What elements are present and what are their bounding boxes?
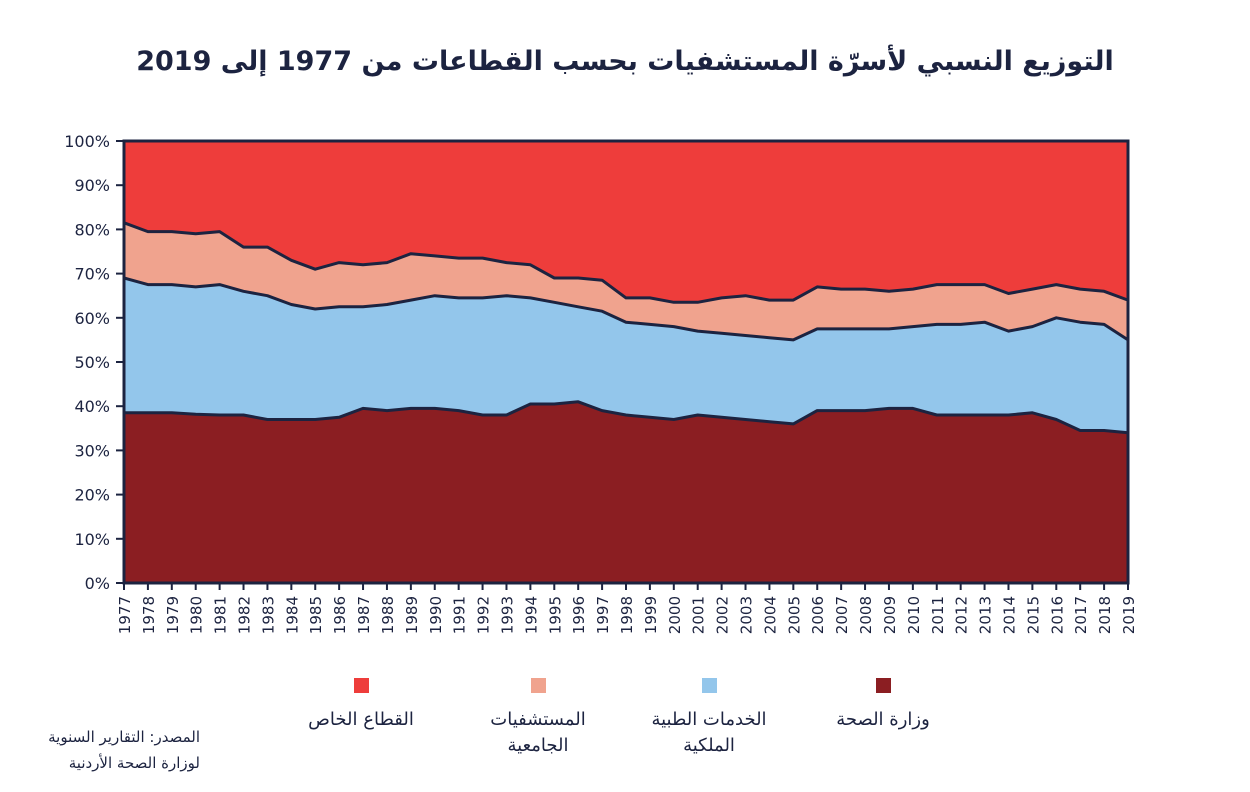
x-tick-label: 1981 bbox=[212, 596, 230, 634]
chart-title: التوزيع النسبي لأسرّة المستشفيات بحسب ال… bbox=[136, 46, 1114, 77]
x-tick-label: 1996 bbox=[570, 596, 588, 634]
x-tick-label: 2013 bbox=[977, 596, 995, 634]
y-tick-label: 30% bbox=[74, 441, 110, 460]
legend-item-ministry: وزارة الصحة bbox=[798, 678, 968, 733]
x-tick-label: 1983 bbox=[259, 596, 277, 634]
x-tick-label: 2005 bbox=[785, 596, 803, 634]
boundary-line-military bbox=[123, 276, 1129, 342]
y-tick-label: 90% bbox=[74, 176, 110, 195]
boundary-line-university bbox=[123, 221, 1129, 304]
x-tick-label: 2006 bbox=[809, 596, 827, 634]
area-series-group bbox=[123, 140, 1129, 584]
x-tick-label: 1982 bbox=[236, 596, 254, 634]
legend-label-private: القطاع الخاص bbox=[308, 709, 414, 730]
x-tick-label: 2018 bbox=[1096, 596, 1114, 634]
series-boundary-lines bbox=[123, 221, 1129, 435]
x-tick-label: 2019 bbox=[1120, 596, 1138, 634]
y-tick-label: 50% bbox=[74, 353, 110, 372]
x-tick-label: 2008 bbox=[857, 596, 875, 634]
x-tick-label: 1990 bbox=[427, 596, 445, 634]
x-tick-label: 1992 bbox=[475, 596, 493, 634]
legend-label-military: الخدمات الطبية الملكية bbox=[651, 709, 767, 756]
x-tick-label: 1989 bbox=[403, 596, 421, 634]
x-tick-label: 2015 bbox=[1024, 596, 1042, 634]
y-tick-label: 40% bbox=[74, 397, 110, 416]
x-tick-label: 1986 bbox=[331, 596, 349, 634]
x-tick-label: 1987 bbox=[355, 596, 373, 634]
x-tick-label: 1998 bbox=[618, 596, 636, 634]
x-tick-label: 1991 bbox=[451, 596, 469, 634]
legend-item-university: المستشفيات الجامعية bbox=[453, 678, 623, 759]
legend-swatch-military bbox=[701, 678, 717, 693]
y-tick-labels: 0% 10% 20% 30% 40% 50% 60% 70% 80% 90% 100% bbox=[64, 132, 124, 593]
x-tick-label: 1979 bbox=[164, 596, 182, 634]
x-tick-label: 1980 bbox=[188, 596, 206, 634]
area-ministry bbox=[123, 401, 1129, 584]
x-tick-label: 2017 bbox=[1072, 596, 1090, 634]
boundary-line-ministry bbox=[124, 400, 1129, 435]
x-tick-label: 1978 bbox=[140, 596, 158, 634]
x-tick-label: 2016 bbox=[1048, 596, 1066, 634]
x-tick-label: 1997 bbox=[594, 596, 612, 634]
x-tick-label: 1994 bbox=[522, 596, 540, 634]
y-tick-label: 10% bbox=[74, 530, 110, 549]
x-tick-label: 1995 bbox=[546, 596, 564, 634]
y-tick-label: 20% bbox=[74, 486, 110, 505]
x-tick-label: 1988 bbox=[379, 596, 397, 634]
x-tick-label: 2011 bbox=[929, 596, 947, 634]
x-tick-label: 2004 bbox=[761, 596, 779, 634]
x-tick-label: 2010 bbox=[905, 596, 923, 634]
x-tick-label: 2009 bbox=[881, 596, 899, 634]
x-tick-labels: 1977 1978 1979 1980 1981 1982 1983 1984 1985 1986… bbox=[116, 583, 1138, 634]
x-tick-label: 1993 bbox=[499, 596, 517, 634]
legend-swatch-private bbox=[353, 678, 369, 693]
x-tick-label: 1985 bbox=[307, 596, 325, 634]
x-tick-label: 2001 bbox=[690, 596, 708, 634]
y-tick-label: 60% bbox=[74, 309, 110, 328]
x-tick-label: 1999 bbox=[642, 596, 660, 634]
y-tick-label: 80% bbox=[74, 220, 110, 239]
x-tick-label: 2000 bbox=[666, 596, 684, 634]
y-tick-label: 0% bbox=[85, 574, 110, 593]
legend-label-ministry: وزارة الصحة bbox=[836, 709, 930, 730]
x-tick-label: 2012 bbox=[953, 596, 971, 634]
y-tick-label: 70% bbox=[74, 265, 110, 284]
x-tick-label: 2003 bbox=[738, 596, 756, 634]
source-note: المصدر: التقارير السنوية لوزارة الصحة ال… bbox=[48, 728, 200, 772]
y-tick-label: 100% bbox=[64, 132, 110, 151]
x-tick-label: 1977 bbox=[116, 596, 134, 634]
x-tick-label: 1984 bbox=[283, 596, 301, 634]
legend-item-military: الخدمات الطبية الملكية bbox=[624, 678, 794, 759]
legend-label-university: المستشفيات الجامعية bbox=[490, 709, 586, 756]
legend-item-private: القطاع الخاص bbox=[276, 678, 446, 733]
x-tick-label: 2007 bbox=[833, 596, 851, 634]
x-tick-label: 2002 bbox=[714, 596, 732, 634]
legend-swatch-ministry bbox=[875, 678, 891, 693]
legend-swatch-university bbox=[530, 678, 546, 693]
x-tick-label: 2014 bbox=[1001, 596, 1019, 634]
